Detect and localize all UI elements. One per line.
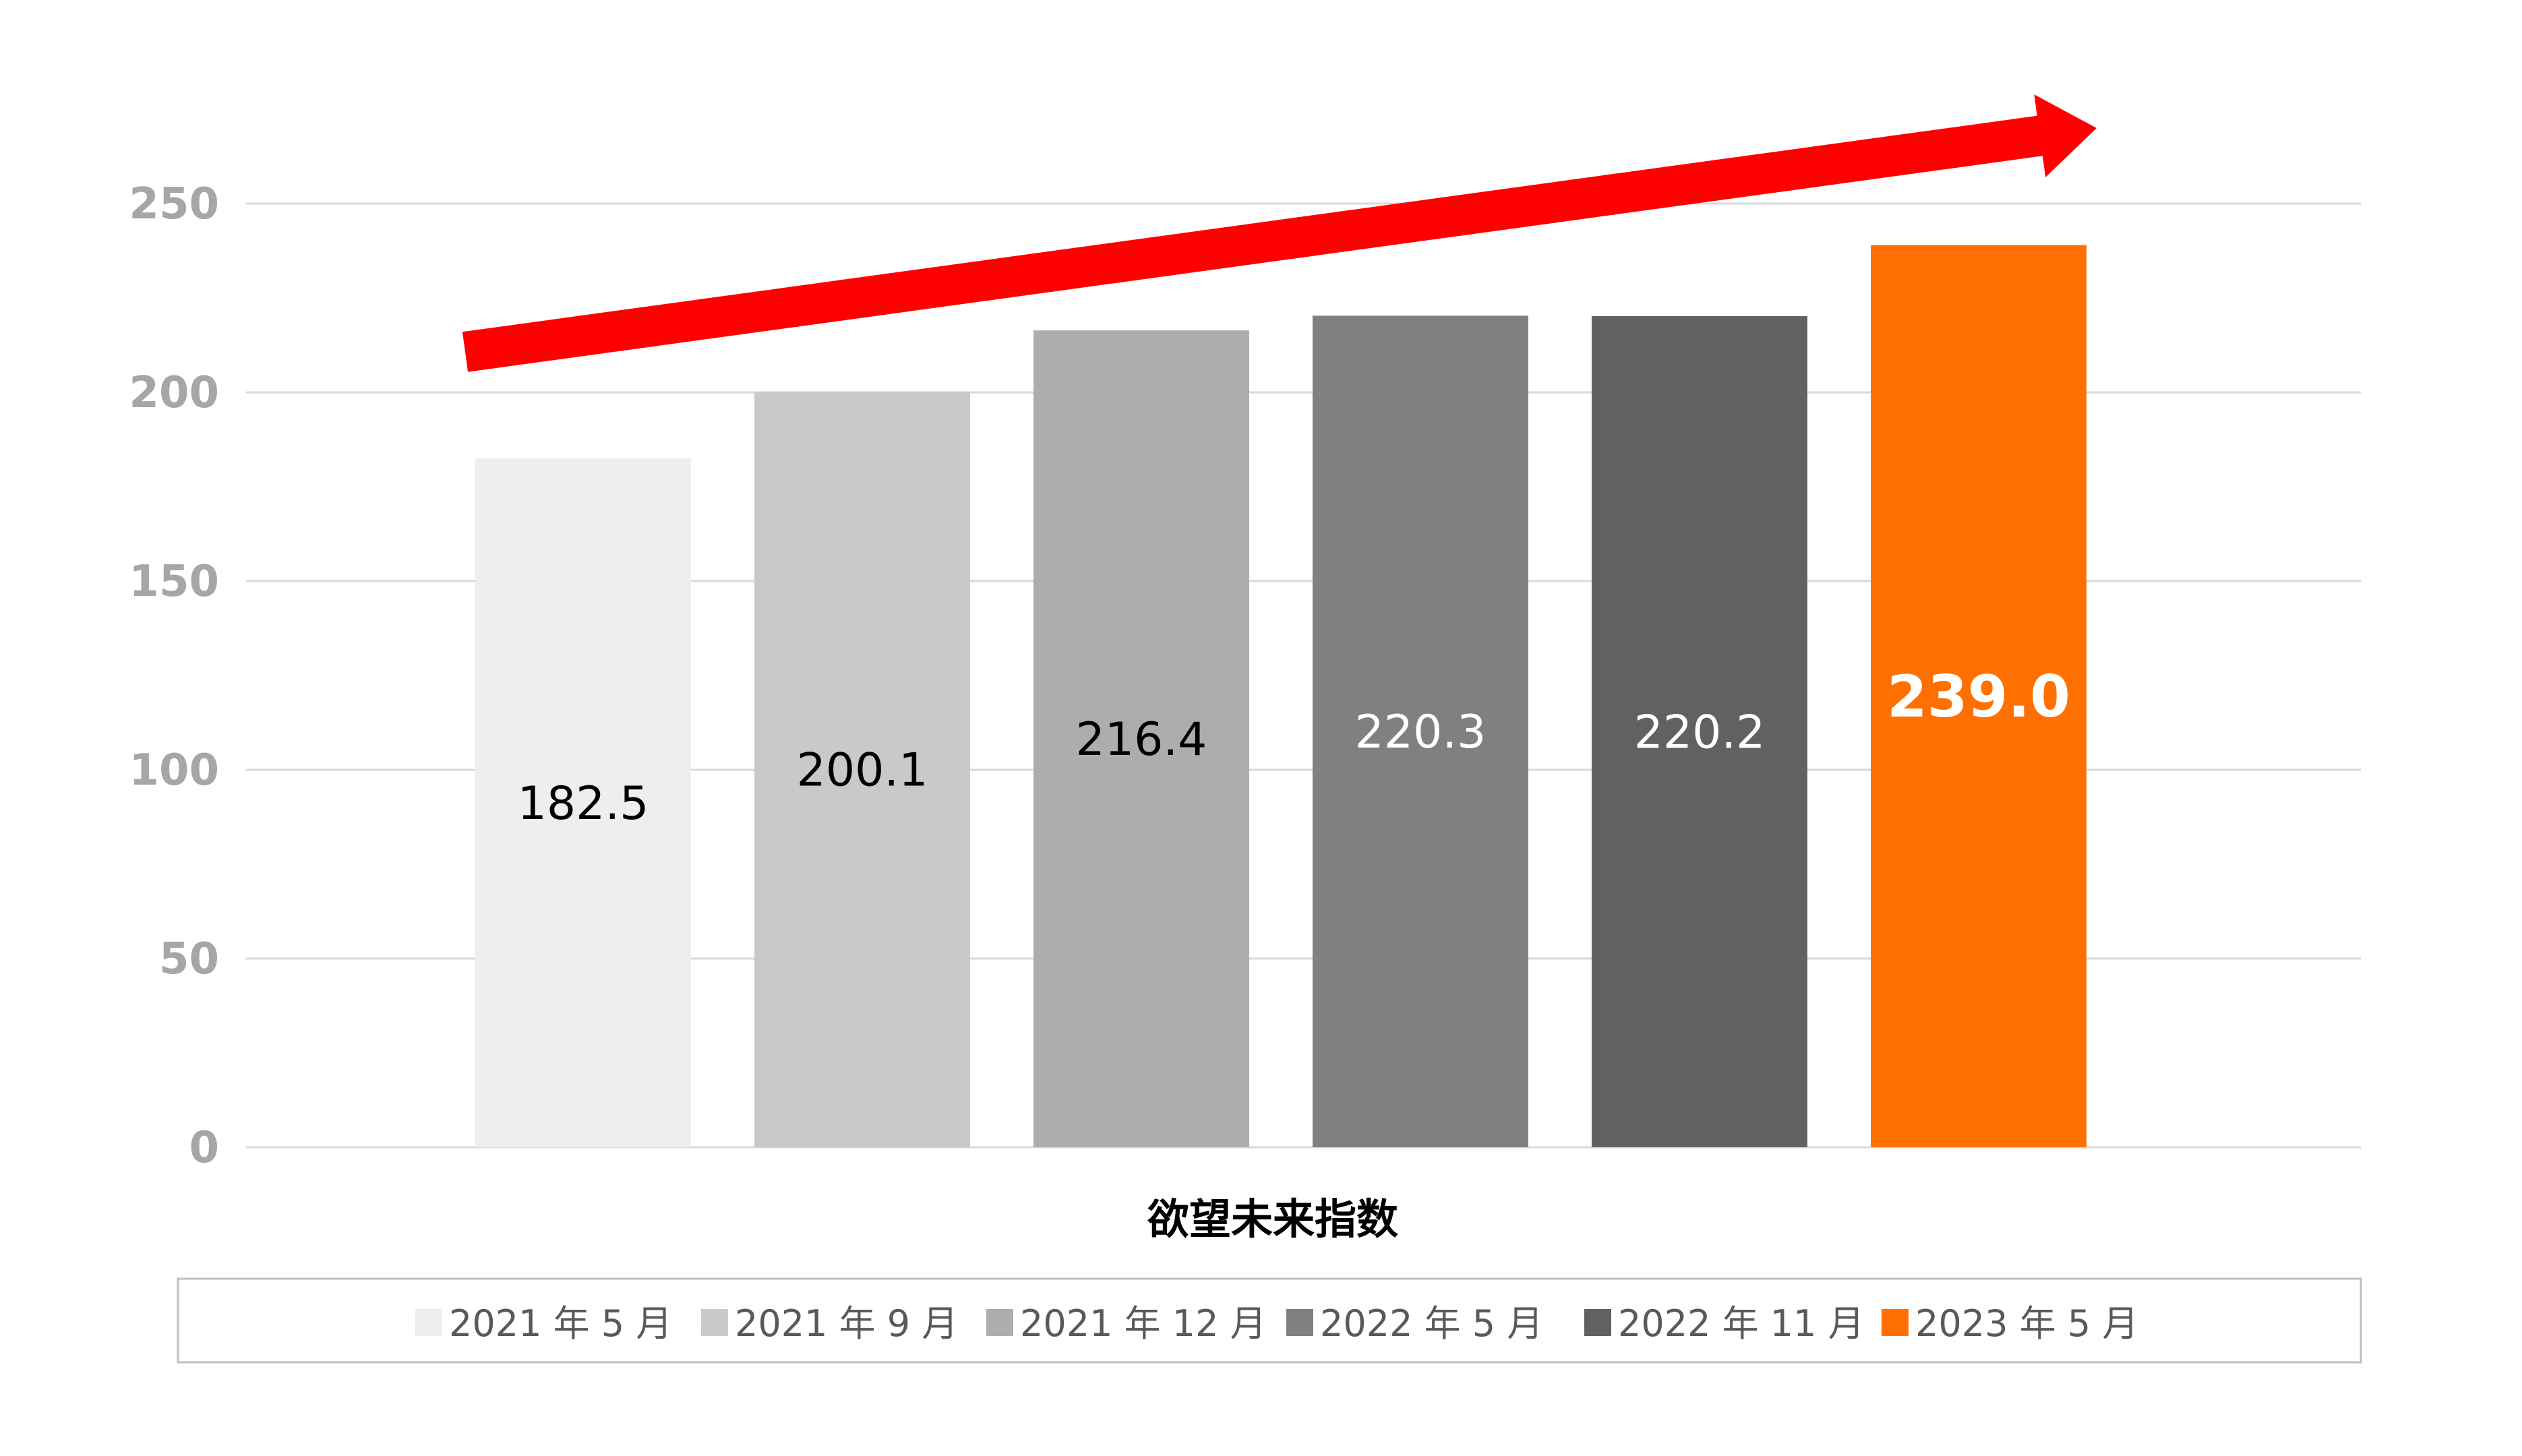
y-tick-label: 100 bbox=[129, 746, 219, 795]
y-tick-label: 150 bbox=[129, 557, 219, 607]
bar bbox=[1313, 315, 1528, 1147]
legend-swatch bbox=[1286, 1309, 1313, 1336]
y-axis-tick-labels: 0 50 100 150 200 250 bbox=[129, 179, 219, 1173]
data-label: 239.0 bbox=[1887, 663, 2070, 731]
legend-label: 2022 年 5 月 bbox=[1320, 1302, 1543, 1345]
legend-label: 2021 年 5 月 bbox=[449, 1302, 672, 1345]
legend-swatch bbox=[1882, 1309, 1909, 1336]
legend-label: 2023 年 5 月 bbox=[1915, 1302, 2138, 1345]
category-label: 欲望未来指数 bbox=[1147, 1194, 1398, 1244]
legend-label: 2021 年 9 月 bbox=[735, 1302, 958, 1345]
data-label: 200.1 bbox=[797, 744, 928, 797]
bar bbox=[475, 458, 691, 1147]
data-labels: 182.5 200.1 216.4 220.3 220.2 239.0 bbox=[518, 663, 2070, 830]
legend-item: 2021 年 12 月 bbox=[986, 1302, 1267, 1345]
legend-swatch bbox=[701, 1309, 728, 1336]
bar bbox=[1592, 315, 1807, 1147]
y-tick-label: 50 bbox=[159, 934, 219, 984]
legend-swatch bbox=[1584, 1309, 1611, 1336]
legend bbox=[177, 1277, 2362, 1364]
legend-swatch bbox=[415, 1309, 442, 1336]
legend-item: 2022 年 11 月 bbox=[1584, 1302, 1865, 1345]
legend-items: 2021 年 5 月 2021 年 9 月 2021 年 12 月 2022 年 5 … bbox=[415, 1302, 2138, 1345]
legend-label: 2022 年 11 月 bbox=[1618, 1302, 1865, 1345]
bar bbox=[754, 392, 970, 1148]
y-tick-label: 0 bbox=[189, 1123, 219, 1173]
bar bbox=[1871, 245, 2086, 1148]
data-label: 182.5 bbox=[518, 777, 649, 830]
data-label: 220.3 bbox=[1355, 706, 1487, 759]
legend-item: 2021 年 5 月 bbox=[415, 1302, 672, 1345]
legend-item: 2021 年 9 月 bbox=[701, 1302, 958, 1345]
legend-label: 2021 年 12 月 bbox=[1020, 1302, 1267, 1345]
trend-arrow-icon bbox=[462, 94, 2097, 372]
y-tick-label: 250 bbox=[129, 179, 219, 229]
data-label: 216.4 bbox=[1076, 713, 1207, 766]
y-tick-label: 200 bbox=[129, 368, 219, 418]
data-label: 220.2 bbox=[1634, 706, 1766, 759]
bar bbox=[1033, 330, 1249, 1147]
legend-item: 2023 年 5 月 bbox=[1882, 1302, 2138, 1345]
legend-swatch bbox=[986, 1309, 1013, 1336]
bars bbox=[475, 245, 2086, 1148]
legend-item: 2022 年 5 月 bbox=[1286, 1302, 1543, 1345]
